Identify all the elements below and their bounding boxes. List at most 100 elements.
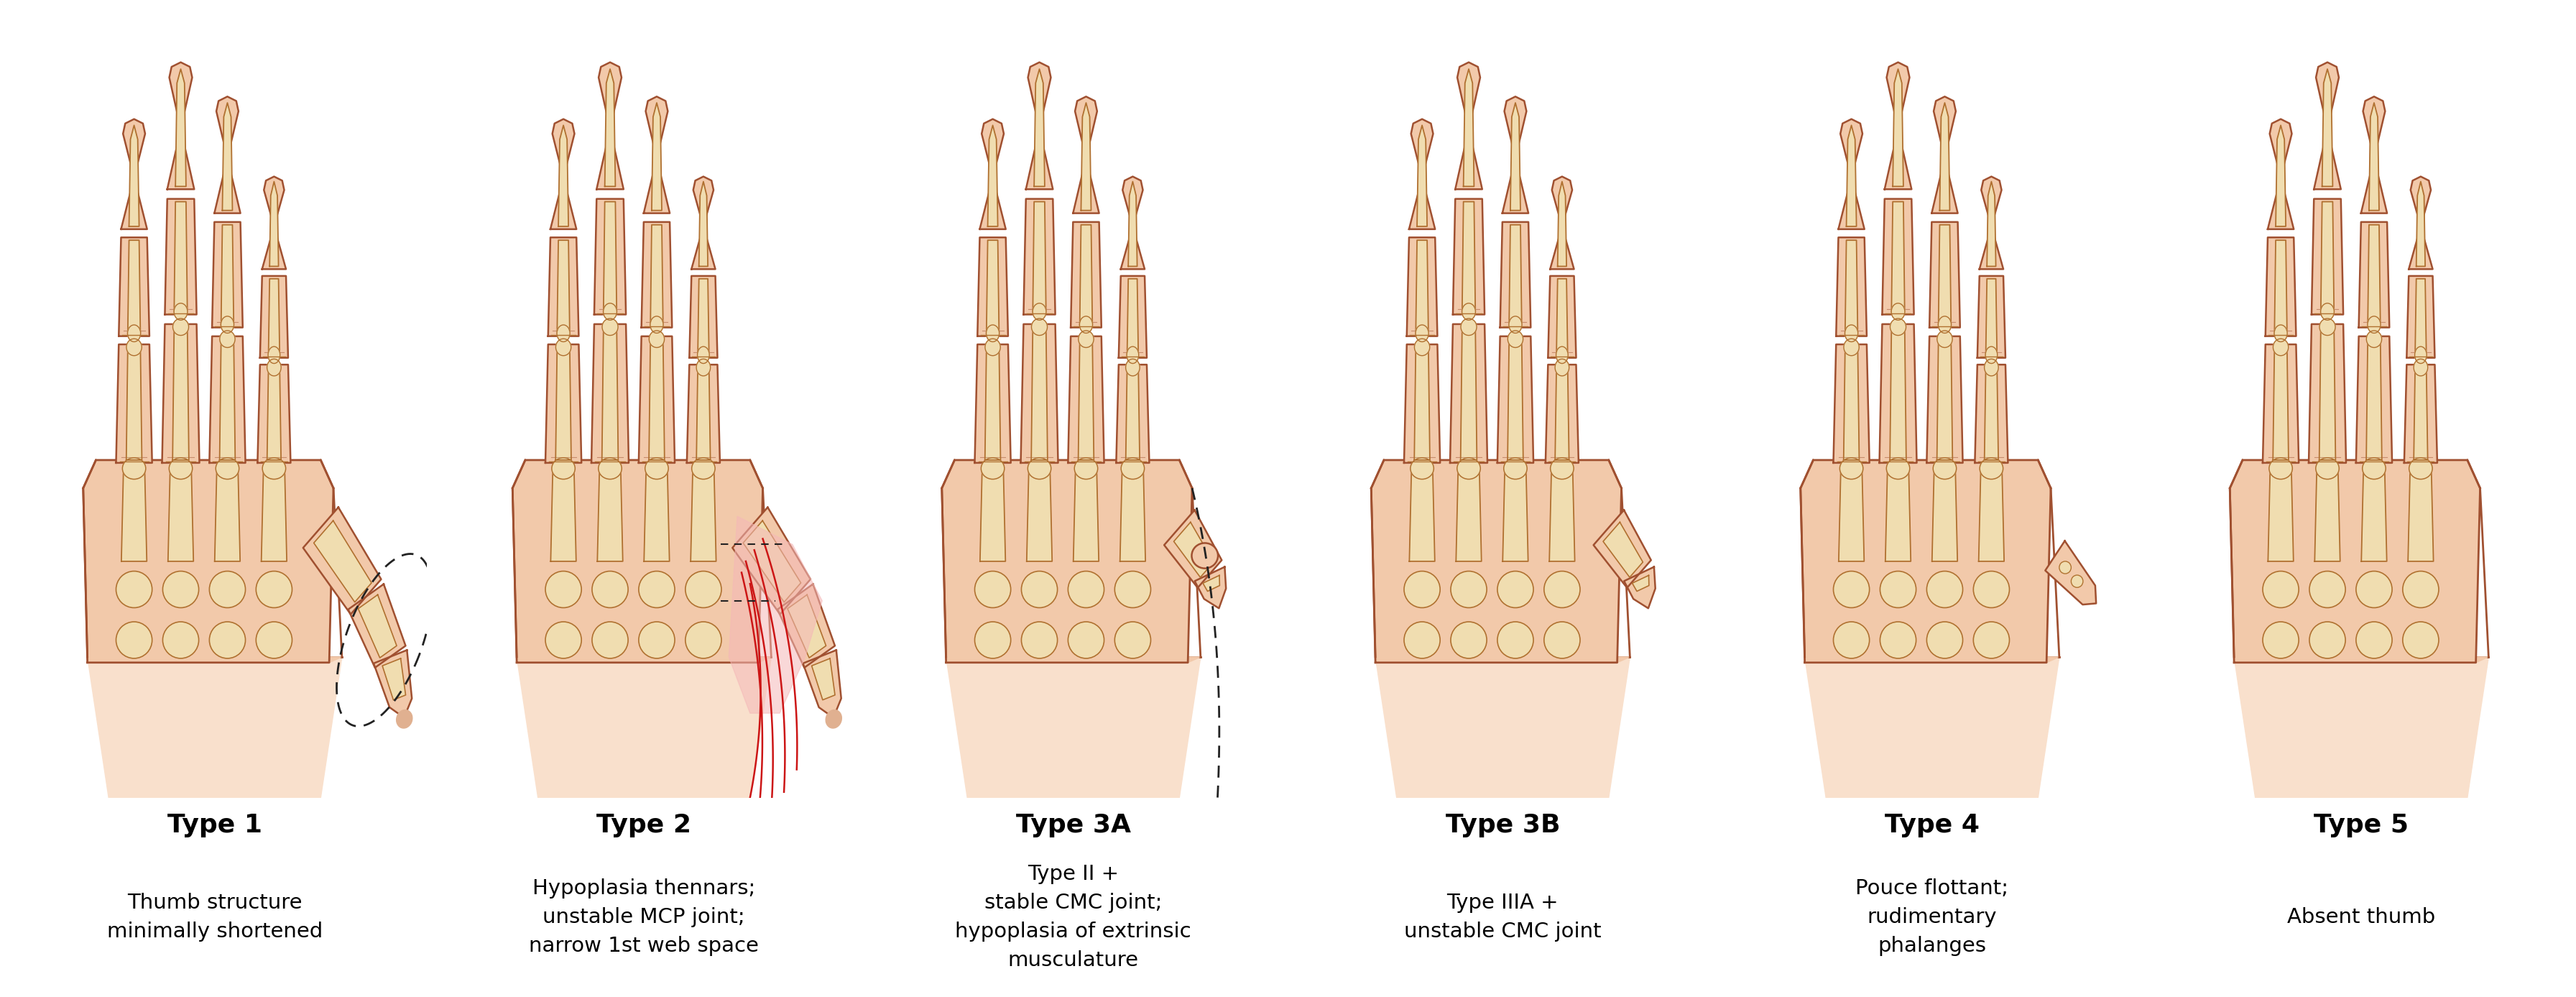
Ellipse shape [1556,359,1569,376]
Ellipse shape [2262,571,2298,608]
Ellipse shape [170,458,193,480]
Polygon shape [603,201,616,312]
Ellipse shape [1069,571,1105,608]
Polygon shape [1497,336,1533,463]
Polygon shape [381,658,404,700]
Polygon shape [2414,368,2427,460]
Polygon shape [1409,119,1435,229]
Polygon shape [116,344,152,463]
Ellipse shape [1126,347,1139,364]
Polygon shape [1986,279,1996,355]
Ellipse shape [1412,458,1435,480]
Polygon shape [2313,62,2342,189]
Polygon shape [1406,237,1437,336]
Polygon shape [649,339,665,460]
Polygon shape [2403,365,2437,463]
Text: Type IIIA +
unstable CMC joint: Type IIIA + unstable CMC joint [1404,893,1602,942]
Polygon shape [1461,327,1476,460]
Polygon shape [698,279,708,355]
Polygon shape [1546,365,1579,463]
Polygon shape [1121,469,1146,561]
Ellipse shape [2275,325,2287,342]
Polygon shape [943,460,1193,663]
Ellipse shape [1834,622,1870,658]
Polygon shape [121,119,147,229]
Ellipse shape [216,458,240,480]
Polygon shape [976,237,1007,336]
Polygon shape [1801,460,2050,663]
Polygon shape [1510,224,1522,325]
Polygon shape [1623,567,1656,608]
Ellipse shape [1074,458,1097,480]
Polygon shape [2476,657,2488,663]
Polygon shape [219,339,234,460]
Polygon shape [598,62,623,189]
Ellipse shape [639,622,675,658]
Polygon shape [1025,62,1054,189]
Ellipse shape [649,331,665,348]
Ellipse shape [1121,458,1144,480]
Polygon shape [1203,575,1218,591]
Polygon shape [2370,103,2380,210]
Ellipse shape [1450,622,1486,658]
Ellipse shape [1834,571,1870,608]
Polygon shape [2409,469,2434,561]
Ellipse shape [209,622,245,658]
Polygon shape [1886,469,1911,561]
Polygon shape [2233,657,2488,798]
Polygon shape [173,327,188,460]
Ellipse shape [2362,458,2385,480]
Ellipse shape [685,571,721,608]
Polygon shape [1937,224,1950,325]
Polygon shape [690,176,716,269]
Polygon shape [1164,510,1221,588]
Ellipse shape [116,571,152,608]
Polygon shape [126,347,142,460]
Text: Type 2: Type 2 [598,814,690,837]
Polygon shape [167,62,193,189]
Polygon shape [1463,201,1476,312]
Ellipse shape [1844,325,1857,342]
Ellipse shape [1510,316,1522,333]
Polygon shape [1507,339,1522,460]
Polygon shape [556,240,569,333]
Polygon shape [129,126,139,226]
Ellipse shape [1414,339,1430,356]
Ellipse shape [592,571,629,608]
Polygon shape [559,126,569,226]
Ellipse shape [162,622,198,658]
Ellipse shape [644,458,667,480]
Polygon shape [2362,97,2388,213]
Ellipse shape [556,325,569,342]
Ellipse shape [1028,458,1051,480]
Polygon shape [1602,522,1643,577]
Ellipse shape [1020,622,1056,658]
Ellipse shape [598,458,621,480]
Polygon shape [2231,460,2481,663]
Polygon shape [214,97,240,213]
Polygon shape [513,460,762,663]
Polygon shape [374,650,412,718]
Polygon shape [1839,119,1865,229]
Ellipse shape [1461,318,1476,335]
Ellipse shape [1079,316,1092,333]
Ellipse shape [219,331,234,348]
Polygon shape [1618,657,1631,663]
Polygon shape [1834,344,1870,463]
Polygon shape [804,650,842,718]
Polygon shape [551,119,577,229]
Polygon shape [1414,347,1430,460]
Polygon shape [2409,176,2432,269]
Polygon shape [641,222,672,327]
Ellipse shape [1497,622,1533,658]
Polygon shape [1929,222,1960,327]
Ellipse shape [1880,622,1917,658]
Polygon shape [1548,469,1574,561]
Ellipse shape [1543,571,1579,608]
Text: Pouce flottant;
rudimentary
phalanges: Pouce flottant; rudimentary phalanges [1855,878,2009,956]
Ellipse shape [2414,359,2427,376]
Polygon shape [603,327,618,460]
Polygon shape [1376,657,1631,798]
Ellipse shape [2357,571,2393,608]
Polygon shape [1115,365,1149,463]
